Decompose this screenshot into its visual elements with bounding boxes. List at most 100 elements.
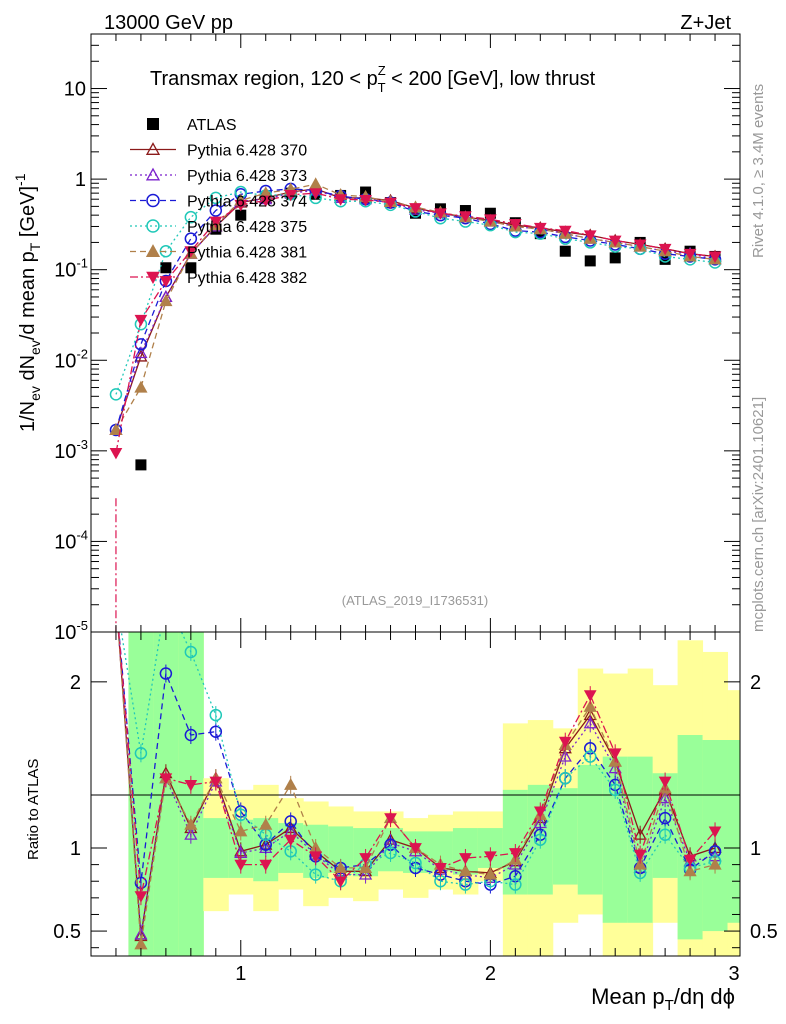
ratio-point: [708, 826, 722, 838]
legend-entry: Pythia 6.428 370: [130, 142, 307, 160]
ratio-point: [658, 791, 672, 804]
main-ytick-label: 10: [64, 79, 86, 101]
ratio-point: [384, 813, 397, 825]
ratio-band-green: [577, 764, 604, 895]
legend: ATLAS Pythia 6.428 370 Pythia 6.428 373 Pyt…: [130, 117, 307, 287]
main-point: [109, 423, 123, 436]
ratio-point: [359, 853, 372, 865]
main-point: [708, 251, 722, 263]
main-point: [609, 252, 621, 264]
ratio-point: [284, 815, 297, 828]
ratio-ytick-label-right: 2: [750, 672, 761, 694]
ratio-point: [309, 868, 322, 881]
main-series-layer: [109, 177, 722, 632]
main-point: [184, 246, 198, 258]
main-point: [558, 225, 572, 238]
main-ytick-label: 10-5: [54, 618, 88, 644]
legend-marker: [145, 167, 161, 181]
ratio-band-green: [203, 818, 229, 878]
main-point: [508, 219, 522, 231]
ratio-point: [708, 857, 722, 870]
ratio-point: [234, 824, 248, 837]
ratio-ytick-label-right: 0.5: [750, 921, 778, 943]
mcplots-label: mcplots.cern.ch [arXiv:2401.10621]: [750, 397, 767, 632]
main-ytick-label: 10-4: [54, 527, 88, 553]
ratio-bands: [128, 632, 740, 956]
main-point: [533, 222, 547, 235]
main-point: [484, 214, 497, 226]
ratio-point: [409, 856, 422, 870]
main-point: [209, 216, 223, 229]
main-point: [109, 388, 123, 401]
legend-label: Pythia 6.428 374: [187, 194, 307, 211]
main-point: [134, 380, 148, 393]
ratio-point: [358, 861, 373, 873]
process-label: Z+Jet: [680, 12, 731, 34]
ratio-point: [534, 833, 547, 846]
rivet-label: Rivet 4.1.0, ≥ 3.4M events: [750, 84, 767, 258]
ratio-band-green: [677, 735, 704, 940]
ratio-point: [558, 749, 572, 762]
ratio-point: [558, 736, 572, 749]
main-point: [284, 189, 298, 202]
ratio-point: [209, 725, 223, 738]
main-point: [633, 239, 647, 251]
main-point: [559, 245, 571, 257]
plot-title: Transmax region, 120 < pZ T < 200 [GeV], …: [150, 63, 596, 95]
legend-entry: Pythia 6.428 373: [130, 167, 307, 185]
main-point: [235, 209, 247, 221]
main-point: [160, 262, 172, 274]
main-point: [109, 447, 123, 460]
ratio-point: [658, 776, 672, 789]
ratio-point: [184, 817, 198, 830]
ratio-point: [234, 859, 248, 872]
ratio-point: [259, 817, 273, 830]
main-point: [484, 207, 496, 219]
ratio-point: [259, 859, 273, 872]
ratio-point: [583, 750, 597, 763]
ratio-point: [209, 708, 223, 722]
ratio-point: [583, 716, 597, 729]
ratio-point: [658, 828, 672, 841]
ratio-point: [458, 864, 473, 877]
ratio-xtick-label: 3: [728, 963, 739, 985]
ratio-point: [583, 699, 597, 712]
ratio-point: [658, 811, 672, 825]
ratio-point: [309, 851, 323, 863]
main-point: [209, 191, 223, 205]
main-ylabel: 1/Nev dNev/d mean pT [GeV]-1: [12, 173, 43, 432]
ratio-point: [184, 779, 198, 792]
ratio-point: [134, 891, 148, 903]
legend-marker: [145, 142, 161, 155]
ratio-axes: 0.5 0.5 1 1 2 2 1 2 3: [53, 632, 778, 985]
main-point: [185, 262, 197, 274]
ratio-ytick-label: 2: [70, 672, 81, 694]
ratio-point: [483, 867, 497, 880]
legend-marker: [146, 193, 160, 208]
ratio-point: [683, 864, 697, 877]
ratio-point: [608, 761, 622, 774]
ratio-xlabel: Mean pT/dη dϕ: [591, 984, 735, 1014]
ratio-point: [683, 854, 697, 867]
main-point: [683, 248, 697, 261]
ratio-point: [608, 783, 622, 797]
main-point: [309, 188, 323, 200]
ratio-point: [533, 806, 547, 818]
legend-label: ATLAS: [187, 117, 237, 134]
main-point: [135, 459, 147, 471]
ratio-point: [209, 776, 223, 789]
main-ytick-label: 10-3: [54, 437, 88, 463]
ratio-point: [559, 771, 572, 785]
main-point: [359, 194, 372, 207]
main-ytick-label: 1: [75, 169, 86, 191]
ratio-point: [284, 778, 298, 790]
legend-entry: Pythia 6.428 375: [130, 219, 307, 236]
main-point: [259, 195, 273, 208]
ratio-point: [184, 827, 198, 840]
ratio-xtick-label: 2: [485, 963, 496, 985]
legend-entry: Pythia 6.428 382: [130, 270, 307, 287]
energy-label: 13000 GeV pp: [104, 12, 233, 34]
main-point: [584, 255, 596, 267]
ratio-series-5: [118, 632, 722, 906]
